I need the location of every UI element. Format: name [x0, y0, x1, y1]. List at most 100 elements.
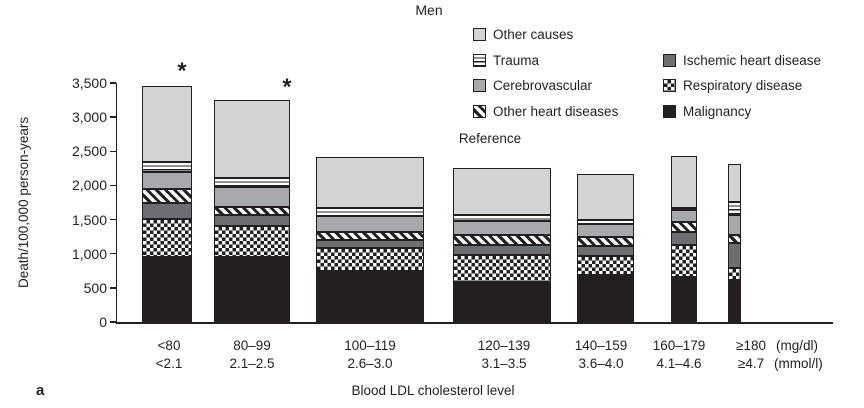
legend-item: Trauma — [473, 48, 618, 74]
y-tick-mark — [109, 116, 116, 118]
x-label-mmoll: <2.1 — [155, 356, 183, 371]
segment-ischemic — [577, 245, 634, 256]
legend-swatch-respiratory-icon — [663, 79, 676, 93]
segment-respiratory — [728, 268, 741, 281]
segment-other_causes — [577, 173, 634, 220]
y-tick-label: 1,000 — [71, 245, 107, 262]
legend-swatch-ischemic-icon — [663, 53, 676, 67]
y-tick-mark — [109, 184, 116, 187]
x-label-mgdl: 120–139 — [477, 338, 531, 353]
segment-trauma — [214, 178, 290, 187]
legend-swatch-malignancy-icon — [663, 104, 676, 118]
x-axis-line — [115, 322, 833, 324]
segment-malignancy — [577, 274, 634, 322]
segment-trauma — [728, 201, 741, 216]
significance-asterisk: * — [282, 73, 292, 100]
segment-ischemic — [728, 243, 741, 269]
y-tick-label: 2,000 — [71, 177, 107, 194]
legend-swatch-trauma-icon — [473, 53, 486, 67]
unit-label-mgdl: (mg/dl) — [776, 338, 819, 353]
legend-label: Trauma — [493, 52, 540, 68]
y-tick-label: 0 — [99, 314, 107, 330]
y-tick-label: 3,500 — [71, 75, 107, 91]
segment-other_causes — [728, 163, 741, 202]
segment-respiratory — [316, 247, 424, 272]
legend-swatch-other_heart-icon — [473, 104, 486, 118]
y-tick-mark — [109, 150, 116, 153]
legend-column-right: Ischemic heart disease Respiratory diseas… — [663, 48, 821, 125]
segment-other_heart — [453, 234, 551, 245]
y-tick-label: 3,000 — [71, 109, 107, 126]
legend-item: Respiratory disease — [663, 73, 821, 99]
x-label-mgdl: 140–159 — [574, 338, 628, 353]
x-label-mgdl: ≥180 — [736, 338, 766, 353]
y-tick-mark — [109, 82, 116, 84]
panel-label: a — [36, 382, 45, 399]
segment-ischemic — [453, 244, 551, 256]
segment-cerebrovascular — [671, 210, 697, 222]
x-label-mgdl: 100–119 — [344, 338, 396, 353]
y-tick-mark — [109, 218, 116, 221]
x-label-mmoll: 4.1–4.6 — [656, 356, 702, 371]
legend-swatch-other_causes-icon — [473, 28, 486, 42]
segment-other_heart — [728, 235, 741, 244]
segment-cerebrovascular — [728, 215, 741, 236]
x-label-mmoll: 3.6–4.0 — [578, 356, 624, 371]
y-tick-label: 500 — [83, 279, 107, 296]
x-axis-title: Blood LDL cholesterol level — [351, 383, 515, 398]
x-label-mmoll: ≥4.7 — [737, 356, 765, 371]
segment-trauma — [142, 161, 192, 172]
segment-other_heart — [577, 236, 634, 246]
segment-ischemic — [316, 240, 424, 248]
segment-other_causes — [316, 156, 424, 209]
segment-malignancy — [142, 257, 192, 322]
segment-other_causes — [142, 86, 192, 162]
segment-cerebrovascular — [142, 171, 192, 189]
segment-trauma — [453, 215, 551, 222]
plot-area — [117, 83, 833, 322]
y-axis-line — [115, 83, 117, 324]
segment-respiratory — [142, 218, 192, 258]
segment-trauma — [671, 208, 697, 211]
segment-other_heart — [671, 221, 697, 232]
legend-item: Malignancy — [663, 99, 821, 125]
chart-title: Men — [415, 2, 443, 18]
segment-malignancy — [214, 257, 290, 322]
y-tick-mark — [109, 321, 116, 323]
segment-malignancy — [316, 271, 424, 322]
legend-item: Ischemic heart disease — [663, 48, 821, 74]
legend-label: Other heart diseases — [493, 103, 619, 119]
segment-other_causes — [671, 156, 697, 209]
x-label-mmoll: 3.1–3.5 — [481, 356, 527, 371]
legend-label: Cerebrovascular — [493, 78, 593, 94]
legend-column-left: Other causes Trauma Cerebrovascular Other h… — [473, 22, 618, 124]
x-label-mgdl: 160–179 — [652, 338, 706, 353]
legend-swatch-cerebrovascular-icon — [473, 79, 486, 93]
x-label-mmoll: 2.1–2.5 — [229, 356, 275, 371]
segment-cerebrovascular — [577, 224, 634, 237]
segment-other_heart — [214, 206, 290, 216]
segment-respiratory — [214, 226, 290, 258]
segment-trauma — [577, 219, 634, 225]
segment-malignancy — [453, 281, 551, 322]
segment-other_heart — [316, 231, 424, 241]
segment-ischemic — [142, 203, 192, 219]
legend-label: Respiratory disease — [683, 78, 803, 94]
legend-item: Other heart diseases — [473, 99, 618, 125]
legend-label: Malignancy — [683, 103, 752, 119]
segment-trauma — [316, 208, 424, 217]
significance-asterisk: * — [177, 57, 187, 84]
segment-other_causes — [453, 168, 551, 216]
segment-cerebrovascular — [214, 186, 290, 207]
segment-respiratory — [671, 244, 697, 277]
segment-ischemic — [214, 215, 290, 227]
y-tick-label: 2,500 — [71, 143, 107, 160]
segment-cerebrovascular — [453, 221, 551, 235]
x-label-mgdl: 80–99 — [233, 338, 271, 353]
segment-malignancy — [728, 280, 741, 322]
x-label-mgdl: <80 — [157, 338, 181, 353]
reference-label: Reference — [458, 131, 522, 146]
segment-respiratory — [453, 255, 551, 282]
x-label-mmoll: 2.6–3.0 — [347, 356, 393, 371]
